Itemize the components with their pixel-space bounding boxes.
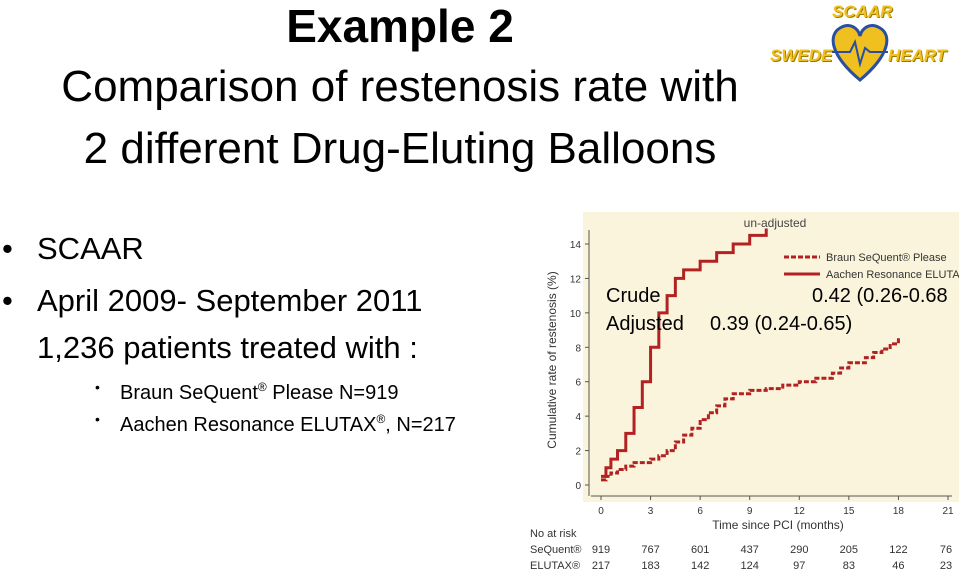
y-axis-label: Cumulative rate of restenosis (%) xyxy=(545,271,559,448)
x-tick-label: 15 xyxy=(843,506,855,517)
at-risk-value: 601 xyxy=(691,544,709,556)
at-risk-title: No at risk xyxy=(530,528,577,540)
at-risk-value: 142 xyxy=(691,560,709,572)
stat-label: Adjusted xyxy=(606,313,684,335)
at-risk-value: 217 xyxy=(592,560,610,572)
at-risk-value: 97 xyxy=(793,560,805,572)
x-tick-label: 0 xyxy=(598,506,604,517)
logo-text-right: HEART xyxy=(888,46,947,65)
y-tick-label: 0 xyxy=(575,481,581,492)
at-risk-row-label: SeQuent® xyxy=(530,544,582,556)
at-risk-value: 205 xyxy=(840,544,858,556)
x-tick-label: 12 xyxy=(794,506,806,517)
at-risk-value: 183 xyxy=(641,560,659,572)
y-tick-label: 4 xyxy=(575,412,581,423)
swedeheart-logo: SCAAR SWEDE HEART xyxy=(770,0,959,90)
page-title: Example 2 xyxy=(286,0,514,52)
y-tick-label: 14 xyxy=(570,240,582,251)
y-tick-label: 2 xyxy=(575,447,581,458)
heart-icon xyxy=(831,24,889,82)
stat-value: 0.42 (0.26-0.68 xyxy=(812,285,948,307)
at-risk-value: 46 xyxy=(892,560,904,572)
subtitle-line-1: Comparison of restenosis rate with xyxy=(61,62,739,111)
logo-text-top: SCAAR xyxy=(832,2,893,21)
at-risk-value: 919 xyxy=(592,544,610,556)
x-tick-label: 6 xyxy=(697,506,703,517)
stat-value: 0.39 (0.24-0.65) xyxy=(710,313,852,335)
x-tick-label: 18 xyxy=(893,506,905,517)
chart-background xyxy=(583,212,959,502)
at-risk-value: 23 xyxy=(940,560,952,572)
logo-text-left: SWEDE xyxy=(770,46,833,65)
series-line-elutax xyxy=(601,228,768,478)
at-risk-value: 290 xyxy=(790,544,808,556)
at-risk-value: 76 xyxy=(940,544,952,556)
x-tick-label: 9 xyxy=(747,506,753,517)
legend-entry: Aachen Resonance ELUTAX® xyxy=(826,269,959,281)
x-axis-label: Time since PCI (months) xyxy=(712,518,844,532)
chart-annotation: un-adjusted xyxy=(744,216,807,230)
y-tick-label: 12 xyxy=(570,274,582,285)
x-tick-label: 3 xyxy=(648,506,654,517)
subtitle-line-2: 2 different Drug-Eluting Balloons xyxy=(83,124,717,173)
y-tick-label: 8 xyxy=(575,343,581,354)
at-risk-value: 767 xyxy=(641,544,659,556)
at-risk-value: 437 xyxy=(741,544,759,556)
at-risk-value: 122 xyxy=(889,544,907,556)
legend-entry: Braun SeQuent® Please xyxy=(826,252,947,264)
at-risk-row-label: ELUTAX® xyxy=(530,560,580,572)
at-risk-value: 83 xyxy=(843,560,855,572)
y-tick-label: 10 xyxy=(570,309,582,320)
stat-label: Crude xyxy=(606,285,660,307)
series-line-sequent xyxy=(601,336,900,482)
x-tick-label: 21 xyxy=(942,506,954,517)
at-risk-value: 124 xyxy=(741,560,759,572)
y-tick-label: 6 xyxy=(575,378,581,389)
